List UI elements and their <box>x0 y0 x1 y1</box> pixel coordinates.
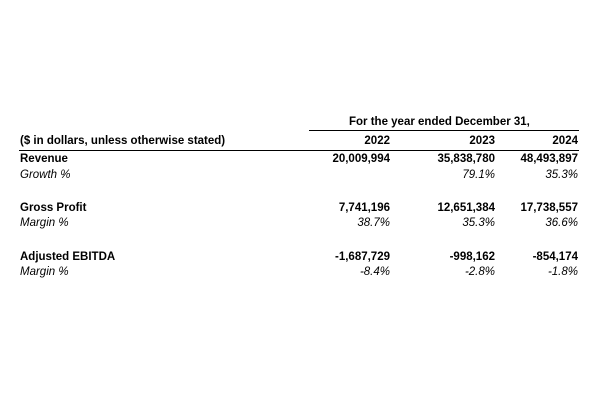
gross-profit-2024: 17,738,557 <box>520 202 578 214</box>
row-label-growth: Growth % <box>20 169 71 181</box>
year-header-2022: 2022 <box>364 135 390 147</box>
year-header-2023: 2023 <box>469 135 495 147</box>
growth-2024: 35.3% <box>545 169 578 181</box>
gross-margin-2022: 38.7% <box>357 217 390 229</box>
row-label-gross-profit: Gross Profit <box>20 202 87 214</box>
year-header-2024: 2024 <box>552 135 578 147</box>
row-label-adjusted-ebitda: Adjusted EBITDA <box>20 251 116 263</box>
header-rule <box>19 150 579 151</box>
revenue-2023: 35,838,780 <box>437 153 495 165</box>
ebitda-margin-2022: -8.4% <box>359 266 390 278</box>
row-label-gross-margin: Margin % <box>20 217 69 229</box>
revenue-2022: 20,009,994 <box>332 153 390 165</box>
gross-margin-2023: 35.3% <box>462 217 495 229</box>
adjusted-ebitda-2022: -1,687,729 <box>335 251 390 263</box>
adjusted-ebitda-2023: -998,162 <box>449 251 495 263</box>
period-header-rule <box>309 130 579 131</box>
revenue-2024: 48,493,897 <box>520 153 578 165</box>
units-note: ($ in dollars, unless otherwise stated) <box>20 135 226 147</box>
ebitda-margin-2023: -2.8% <box>464 266 495 278</box>
row-label-ebitda-margin: Margin % <box>20 266 69 278</box>
gross-margin-2024: 36.6% <box>545 217 578 229</box>
gross-profit-2022: 7,741,196 <box>338 202 390 214</box>
adjusted-ebitda-2024: -854,174 <box>532 251 578 263</box>
gross-profit-2023: 12,651,384 <box>437 202 495 214</box>
period-header: For the year ended December 31, <box>349 116 530 128</box>
growth-2023: 79.1% <box>462 169 495 181</box>
ebitda-margin-2024: -1.8% <box>547 266 578 278</box>
row-label-revenue: Revenue <box>20 153 68 165</box>
